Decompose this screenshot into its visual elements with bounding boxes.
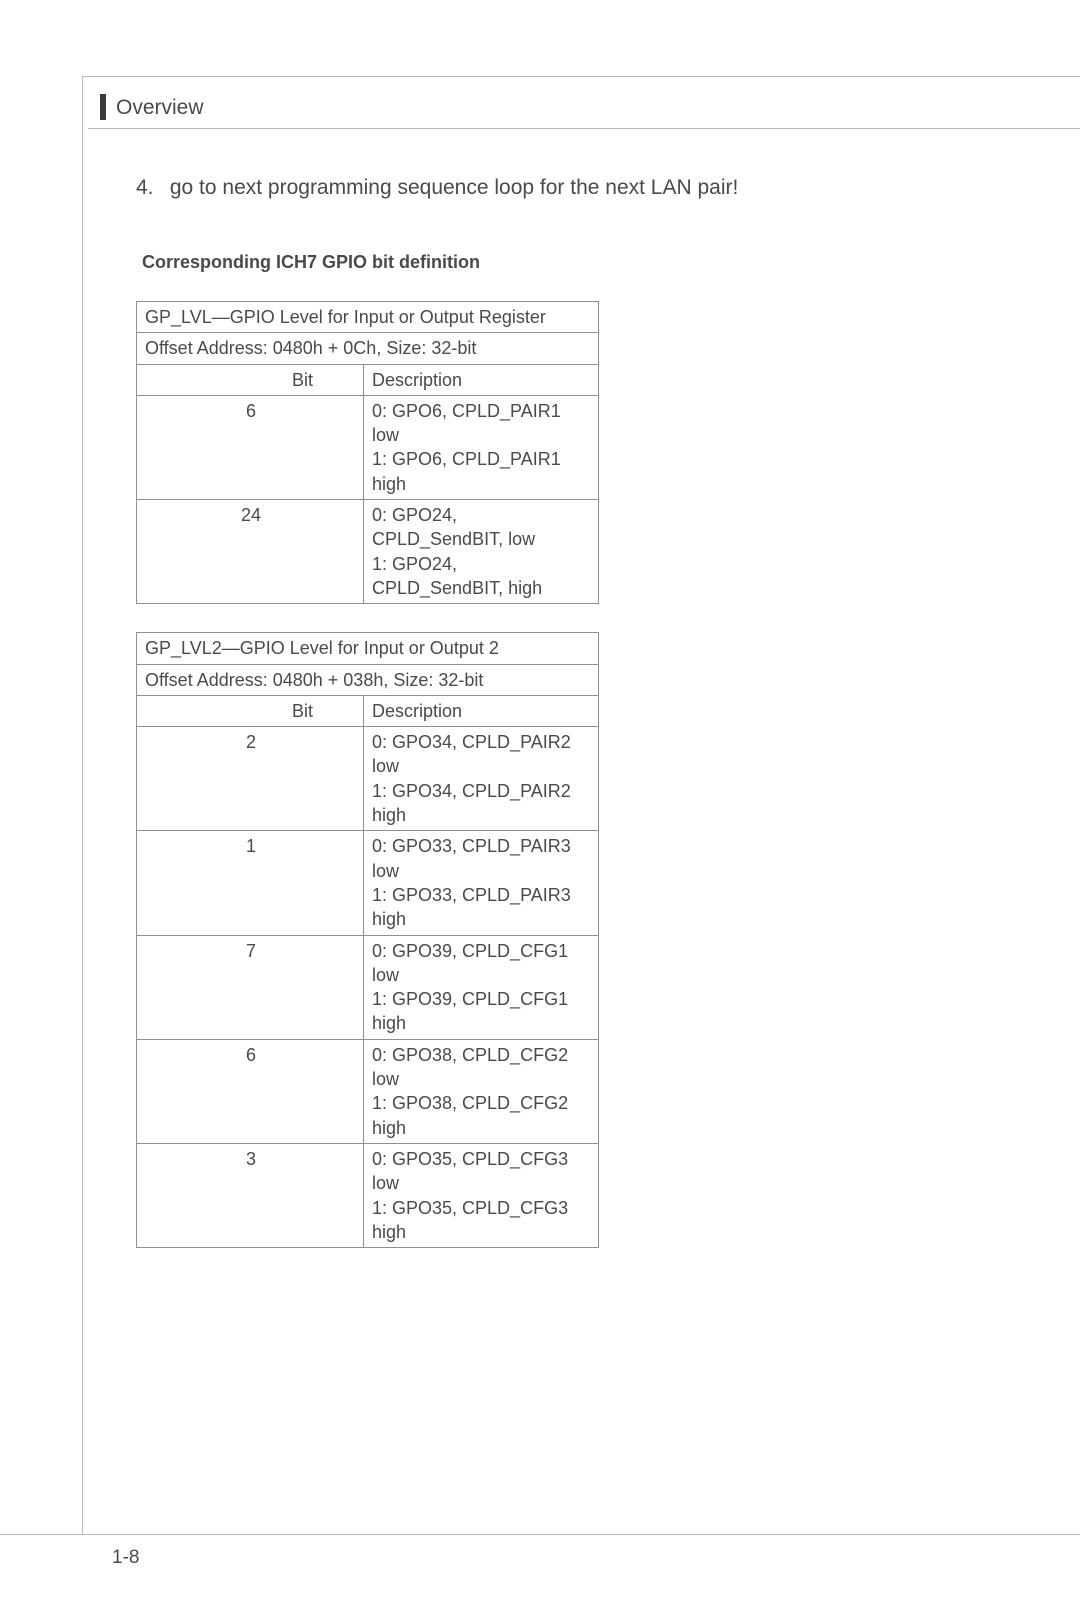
table-row: GP_LVL2—GPIO Level for Input or Output 2 [137,633,599,664]
frame-bottom-line [0,1534,1080,1535]
table-cell-bit: 6 [137,395,364,499]
step-number: 4. [136,176,164,200]
subheading: Corresponding ICH7 GPIO bit definition [142,252,1040,273]
frame-top-line [82,76,1080,77]
table-cell-desc: 0: GPO35, CPLD_CFG3 low1: GPO35, CPLD_CF… [364,1143,599,1247]
table-cell-bit: 1 [137,831,364,935]
table-cell-desc: 0: GPO24, CPLD_SendBIT, low1: GPO24, CPL… [364,500,599,604]
table-row: 2 0: GPO34, CPLD_PAIR2 low1: GPO34, CPLD… [137,727,599,831]
table-cell-desc: 0: GPO34, CPLD_PAIR2 low1: GPO34, CPLD_P… [364,727,599,831]
table-row: GP_LVL—GPIO Level for Input or Output Re… [137,302,599,333]
table-row: Bit Description [137,364,599,395]
page-content: 4. go to next programming sequence loop … [136,176,1040,1276]
table-row: Offset Address: 0480h + 0Ch, Size: 32-bi… [137,333,599,364]
table-cell-bit: 24 [137,500,364,604]
table-row: 6 0: GPO38, CPLD_CFG2 low1: GPO38, CPLD_… [137,1039,599,1143]
table-row: 1 0: GPO33, CPLD_PAIR3 low1: GPO33, CPLD… [137,831,599,935]
page-header: Overview [88,88,1080,129]
table-cell-bit: 2 [137,727,364,831]
table-title-cell: GP_LVL2—GPIO Level for Input or Output 2 [137,633,599,664]
table-offset-cell: Offset Address: 0480h + 038h, Size: 32-b… [137,664,599,695]
frame-left-line [82,76,83,1535]
table-cell-bit: 3 [137,1143,364,1247]
table-cell-desc: 0: GPO6, CPLD_PAIR1 low1: GPO6, CPLD_PAI… [364,395,599,499]
table-col-bit: Bit [137,364,364,395]
table-cell-desc: 0: GPO39, CPLD_CFG1 low1: GPO39, CPLD_CF… [364,935,599,1039]
table-col-desc: Description [364,695,599,726]
step-text: go to next programming sequence loop for… [170,176,739,199]
document-page: Overview 4. go to next programming seque… [0,0,1080,1619]
table-row: Bit Description [137,695,599,726]
header-title: Overview [116,96,204,120]
table-offset-cell: Offset Address: 0480h + 0Ch, Size: 32-bi… [137,333,599,364]
table-col-bit: Bit [137,695,364,726]
step-line: 4. go to next programming sequence loop … [136,176,1040,200]
table-title-cell: GP_LVL—GPIO Level for Input or Output Re… [137,302,599,333]
page-number: 1-8 [112,1547,139,1569]
table-row: 3 0: GPO35, CPLD_CFG3 low1: GPO35, CPLD_… [137,1143,599,1247]
gpio-table-1: GP_LVL—GPIO Level for Input or Output Re… [136,301,599,604]
table-cell-bit: 6 [137,1039,364,1143]
table-cell-desc: 0: GPO33, CPLD_PAIR3 low1: GPO33, CPLD_P… [364,831,599,935]
header-accent-bar [100,94,106,120]
table-cell-desc: 0: GPO38, CPLD_CFG2 low1: GPO38, CPLD_CF… [364,1039,599,1143]
table-row: 7 0: GPO39, CPLD_CFG1 low1: GPO39, CPLD_… [137,935,599,1039]
gpio-table-2: GP_LVL2—GPIO Level for Input or Output 2… [136,632,599,1248]
table-row: 6 0: GPO6, CPLD_PAIR1 low1: GPO6, CPLD_P… [137,395,599,499]
table-row: 24 0: GPO24, CPLD_SendBIT, low1: GPO24, … [137,500,599,604]
table-row: Offset Address: 0480h + 038h, Size: 32-b… [137,664,599,695]
table-cell-bit: 7 [137,935,364,1039]
table-col-desc: Description [364,364,599,395]
